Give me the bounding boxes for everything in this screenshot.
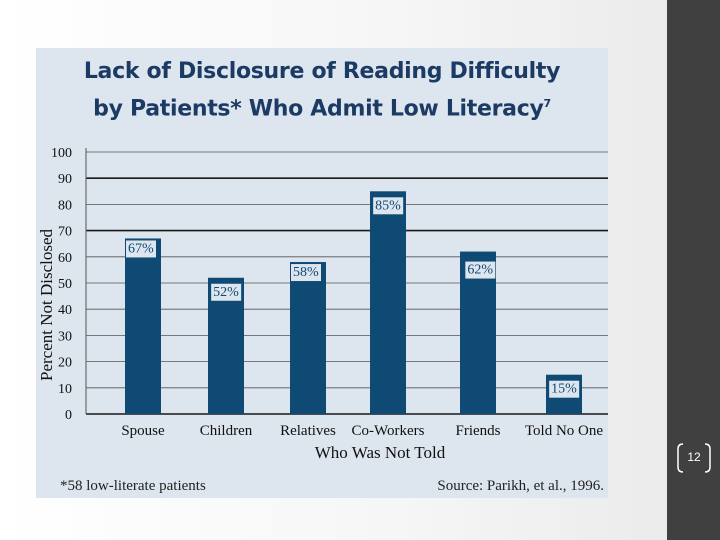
- data-label-bg: [126, 240, 156, 258]
- bar: [125, 238, 161, 414]
- bar: [290, 262, 326, 414]
- data-label-bg: [211, 283, 242, 301]
- chart-title-line1: Lack of Disclosure of Reading Difficulty: [83, 59, 561, 84]
- data-label: 85%: [375, 198, 401, 213]
- y-tick-label: 0: [65, 408, 72, 423]
- y-tick-label: 80: [58, 198, 72, 213]
- page-number-bracket: [677, 443, 711, 473]
- y-tick-label: 70: [58, 225, 72, 240]
- y-tick-label: 50: [58, 277, 72, 292]
- bar: [370, 191, 406, 414]
- data-label: 15%: [551, 382, 577, 397]
- bar: [460, 251, 496, 414]
- x-tick-label: Friends: [456, 423, 501, 439]
- y-tick-label: 40: [58, 303, 72, 318]
- source-citation: Source: Parikh, et al., 1996.: [437, 478, 604, 494]
- y-tick-label: 20: [58, 356, 72, 371]
- x-tick-label: Relatives: [280, 423, 336, 439]
- y-tick-label: 60: [58, 251, 72, 266]
- bars: [125, 191, 582, 414]
- chart-title-line2: by Patients* Who Admit Low Literacy: [93, 96, 544, 122]
- x-tick-label: Co-Workers: [352, 423, 425, 439]
- footnote: *58 low-literate patients: [60, 478, 206, 494]
- data-label-bg: [291, 264, 321, 282]
- bar-chart: 0 10 20 30 40 50 60 70 80 90 100 67% 52% 58% 85% 62% 15…: [37, 146, 608, 462]
- data-label: 52%: [213, 285, 239, 300]
- y-tick-label: 10: [58, 382, 72, 397]
- chart-title: Lack of Disclosure of Reading Difficulty…: [36, 56, 608, 125]
- x-tick-labels: Spouse Children Relatives Co-Workers Friends…: [121, 423, 603, 439]
- chart-title-superscript: 7: [543, 97, 552, 110]
- x-tick-label: Spouse: [121, 423, 165, 439]
- right-side-bar: [667, 0, 720, 540]
- x-tick-label: Told No One: [525, 423, 603, 439]
- data-label: 67%: [128, 241, 154, 256]
- y-tick-label: 90: [58, 172, 72, 187]
- grid-lines: [85, 148, 608, 415]
- y-tick-label: 30: [58, 329, 72, 344]
- data-label-bg: [549, 380, 580, 398]
- x-axis-label: Who Was Not Told: [315, 443, 446, 462]
- data-label-bg: [373, 197, 404, 215]
- data-label: 58%: [293, 265, 319, 280]
- chart-figure: Lack of Disclosure of Reading Difficulty…: [36, 48, 608, 498]
- data-label: 62%: [467, 263, 493, 278]
- data-label-bg: [465, 261, 496, 279]
- x-tick-label: Children: [200, 423, 253, 439]
- page-number: 12: [687, 450, 701, 464]
- y-tick-labels: 0 10 20 30 40 50 60 70 80 90 100: [51, 146, 72, 423]
- data-labels: 67% 52% 58% 85% 62% 15%: [126, 197, 580, 398]
- y-axis-label: Percent Not Disclosed: [37, 228, 56, 381]
- y-tick-label: 100: [51, 146, 72, 161]
